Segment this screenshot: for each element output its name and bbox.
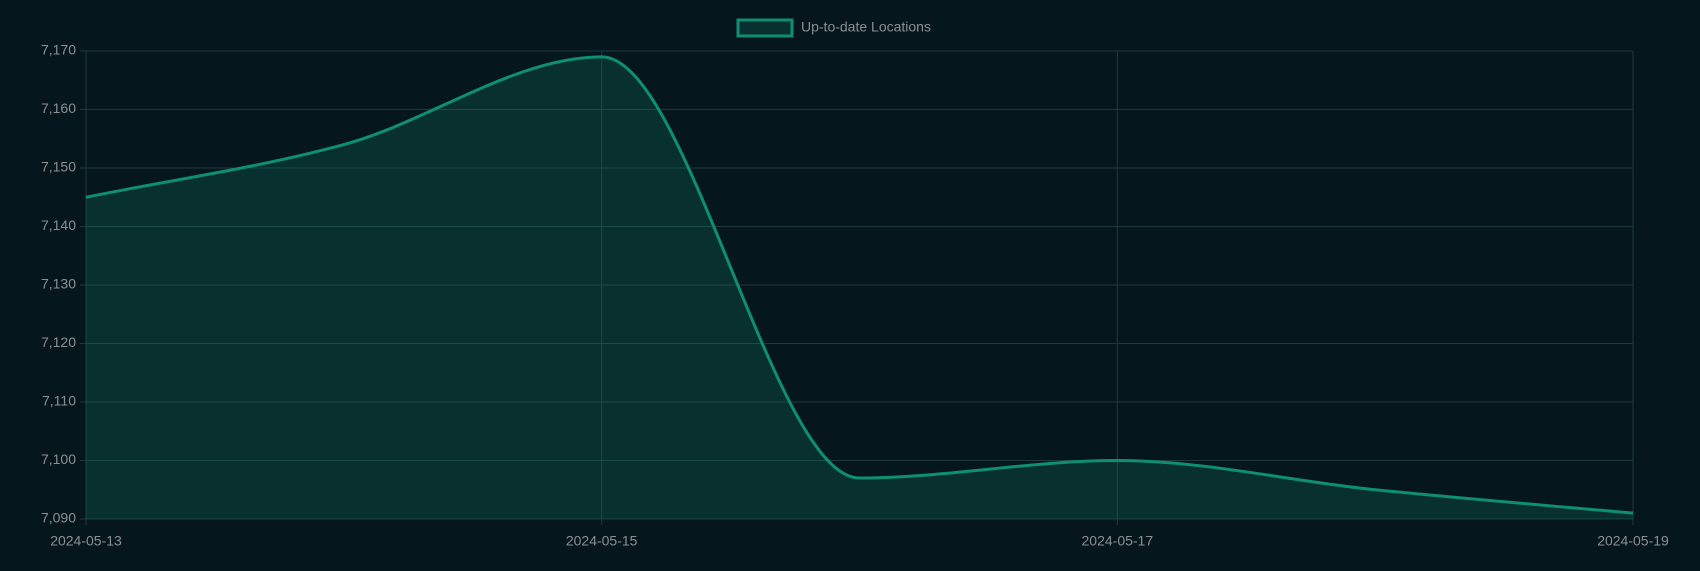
y-tick-label: 7,160: [41, 100, 76, 116]
y-tick-label: 7,110: [42, 393, 76, 409]
x-tick-label: 2024-05-17: [1082, 533, 1154, 549]
legend-label[interactable]: Up-to-date Locations: [801, 19, 931, 35]
line: [85, 55, 1634, 515]
y-tick-label: 7,170: [41, 42, 76, 58]
y-tick-label: 7,140: [41, 217, 76, 233]
legend-swatch[interactable]: [736, 18, 794, 38]
area: [86, 56, 1633, 519]
y-tick-label: 7,090: [41, 510, 76, 526]
x-tick-label: 2024-05-19: [1597, 533, 1669, 549]
y-tick-label: 7,130: [41, 276, 76, 292]
y-tick-label: 7,100: [41, 451, 76, 467]
y-tick-label: 7,120: [41, 334, 76, 350]
x-tick-label: 2024-05-13: [50, 533, 122, 549]
x-tick-label: 2024-05-15: [566, 533, 638, 549]
y-tick-label: 7,150: [41, 159, 76, 175]
